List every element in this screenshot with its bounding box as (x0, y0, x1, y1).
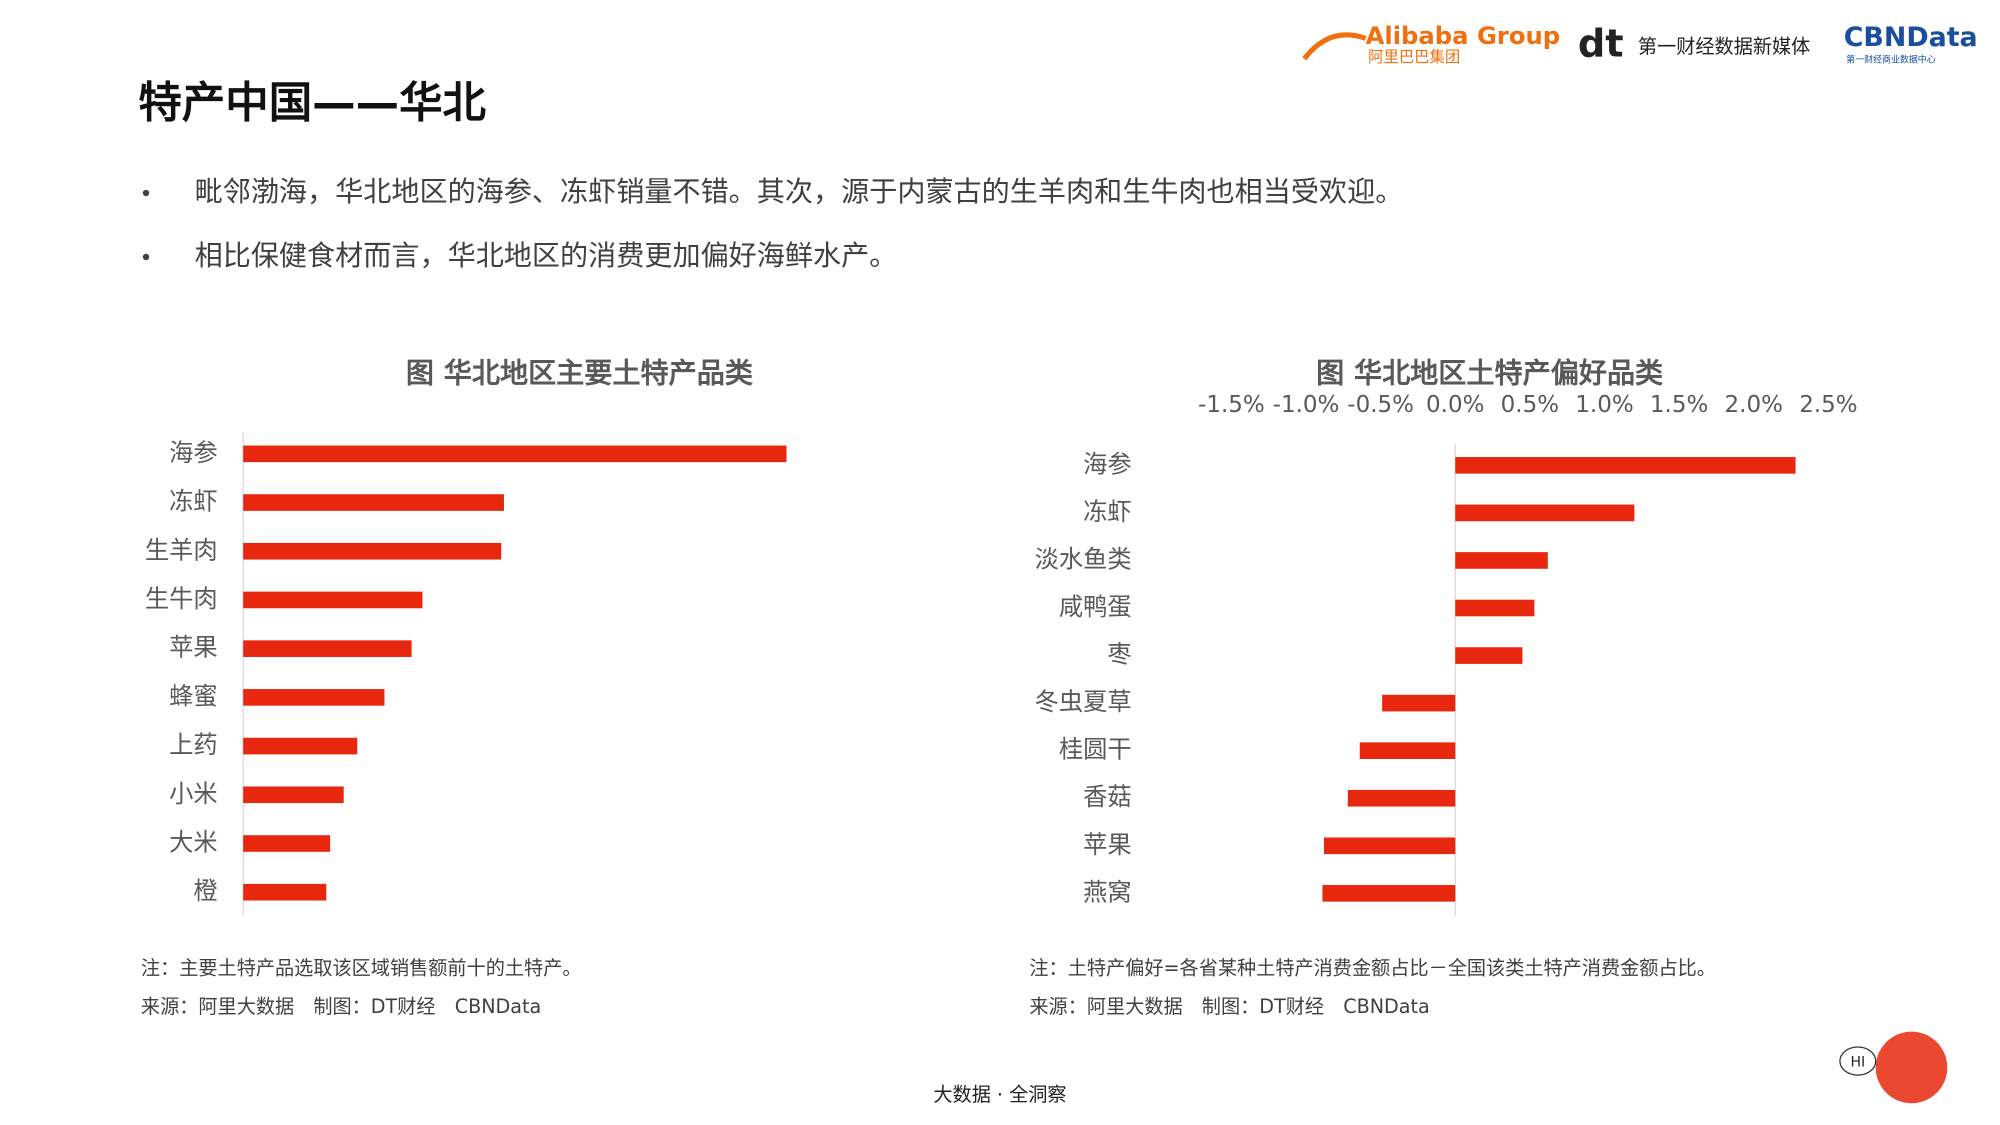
bar (243, 737, 358, 755)
category-label: 生牛肉 (145, 584, 218, 613)
bar (1455, 599, 1535, 617)
bar (1323, 837, 1456, 855)
bar (243, 689, 385, 706)
x-tick-label: 0.0% (1426, 392, 1484, 418)
category-label: 生羊肉 (145, 535, 218, 564)
logo-dt: dt (1578, 22, 1624, 67)
x-tick-label: 2.0% (1725, 392, 1783, 418)
logo-alibaba-cn: 阿里巴巴集团 (1368, 48, 1460, 66)
x-tick-label: 1.0% (1575, 392, 1633, 418)
category-label: 冬虫夏草 (1035, 687, 1132, 716)
category-label: 蜂蜜 (169, 681, 218, 710)
bar (243, 835, 331, 852)
logo-cbn-sub: 第一财经商业数据中心 (1846, 54, 1935, 66)
bar (1455, 552, 1548, 569)
bar (243, 640, 412, 657)
chart-source: 来源：阿里大数据 制图：DT财经 CBNData (141, 995, 541, 1018)
category-label: 咸鸭蛋 (1059, 592, 1132, 621)
bar (1382, 694, 1456, 712)
bar (1455, 457, 1796, 474)
x-tick-label: 2.5% (1799, 392, 1857, 418)
x-tick-label: 0.5% (1501, 392, 1559, 418)
bullet: 相比保健食材而言，华北地区的消费更加偏好海鲜水产。 (195, 239, 898, 272)
chart-source: 来源：阿里大数据 制图：DT财经 CBNData (1029, 995, 1429, 1018)
bar (243, 786, 344, 804)
bar (243, 591, 423, 609)
bar (1322, 885, 1456, 902)
x-tick-label: -0.5% (1347, 392, 1414, 418)
bar (243, 445, 787, 463)
category-label: 苹果 (169, 633, 218, 662)
chart-note: 注：土特产偏好=各省某种土特产消费金额占比－全国该类土特产消费金额占比。 (1029, 957, 1716, 980)
bar (243, 494, 504, 511)
category-label: 燕窝 (1083, 877, 1132, 906)
category-label: 大米 (169, 827, 218, 856)
logo-swoosh (1302, 32, 1367, 61)
bar (1455, 647, 1523, 664)
bar (243, 542, 502, 560)
bullet-dot (142, 253, 150, 261)
bar (1455, 504, 1635, 522)
chart-title: 图 华北地区主要土特产品类 (406, 357, 754, 390)
category-label: 香菇 (1083, 782, 1132, 811)
category-label: 海参 (1083, 449, 1132, 478)
category-label: 淡水鱼类 (1035, 544, 1132, 573)
x-tick-label: -1.0% (1273, 392, 1340, 418)
category-label: 海参 (169, 438, 218, 467)
logo-alibaba: Alibaba Group (1366, 21, 1561, 50)
category-label: 枣 (1107, 640, 1131, 669)
category-label: 冻虾 (1083, 497, 1132, 526)
bar (1359, 742, 1456, 759)
x-tick-label: -1.5% (1198, 392, 1265, 418)
x-tick-label: 1.5% (1650, 392, 1708, 418)
bar (1347, 789, 1456, 807)
chart-title: 图 华北地区土特产偏好品类 (1316, 357, 1664, 390)
category-label: 上药 (169, 730, 218, 759)
category-label: 桂圆干 (1059, 735, 1132, 764)
category-label: 冻虾 (169, 487, 218, 516)
mascot-text: HI (1850, 1054, 1865, 1070)
logo-dt-text: 第一财经数据新媒体 (1638, 35, 1810, 58)
slide-title: 特产中国——华北 (138, 79, 486, 129)
mascot (1875, 1031, 1948, 1104)
category-label: 橙 (193, 876, 217, 905)
footer-tagline: 大数据 · 全洞察 (933, 1083, 1066, 1106)
chart-note: 注：主要土特产品选取该区域销售额前十的土特产。 (141, 957, 582, 980)
bullet: 毗邻渤海，华北地区的海参、冻虾销量不错。其次，源于内蒙古的生羊肉和生牛肉也相当受… (195, 175, 1404, 208)
category-label: 苹果 (1083, 830, 1132, 859)
bullet-dot (142, 189, 150, 197)
bar (243, 883, 327, 901)
logo-cbn: CBNData (1844, 22, 1978, 53)
mascot-bubble (1839, 1046, 1877, 1076)
category-label: 小米 (169, 779, 218, 808)
